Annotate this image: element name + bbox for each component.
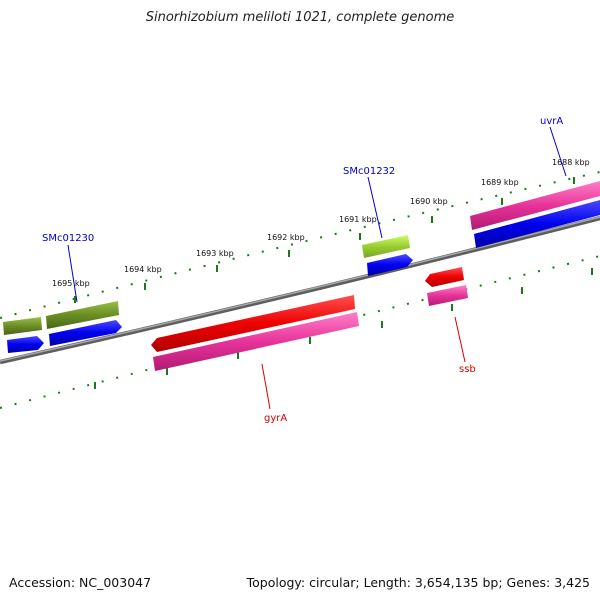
gene-blue-left[interactable] bbox=[7, 336, 44, 353]
outer-ruler-track bbox=[0, 171, 600, 319]
gene-pink-uvra[interactable] bbox=[470, 181, 600, 230]
gene-blue-uvra[interactable] bbox=[474, 200, 600, 248]
gene-red-gyra[interactable] bbox=[151, 295, 355, 352]
tick-label-1693: 1693 kbp bbox=[196, 249, 234, 258]
accession-text: Accession: NC_003047 bbox=[9, 575, 152, 590]
tick-label-1688: 1688 kbp bbox=[552, 158, 590, 167]
tick-label-1694: 1694 kbp bbox=[124, 265, 162, 274]
gene-olive-smc01230[interactable] bbox=[46, 301, 119, 329]
label-uvra: uvrA bbox=[540, 116, 563, 127]
inner-major-ticks bbox=[94, 268, 593, 389]
tick-label-1690: 1690 kbp bbox=[410, 197, 448, 206]
tick-label-1691: 1691 kbp bbox=[339, 215, 377, 224]
gene-blue-smc01232[interactable] bbox=[367, 254, 413, 276]
leader-smc01232 bbox=[367, 176, 383, 239]
major-ticks bbox=[74, 177, 575, 303]
label-smc01232: SMc01232 bbox=[343, 166, 395, 177]
gene-olive-left[interactable] bbox=[3, 317, 42, 335]
gene-pink-gyra[interactable] bbox=[153, 312, 359, 371]
label-smc01230: SMc01230 bbox=[42, 233, 94, 244]
gene-pink-ssb[interactable] bbox=[427, 285, 468, 306]
map-title: Sinorhizobium meliloti 1021, complete ge… bbox=[145, 10, 455, 25]
tick-label-1689: 1689 kbp bbox=[481, 178, 519, 187]
label-ssb: ssb bbox=[459, 364, 476, 375]
genome-backbone bbox=[0, 215, 600, 365]
gene-lime-smc01232[interactable] bbox=[362, 235, 410, 258]
genome-backbone-highlight bbox=[0, 216, 600, 362]
gene-blue-smc01230[interactable] bbox=[49, 320, 122, 346]
gene-red-ssb[interactable] bbox=[425, 267, 464, 287]
leader-ssb bbox=[454, 316, 466, 363]
tick-label-1692: 1692 kbp bbox=[267, 233, 305, 242]
leader-gyra bbox=[261, 363, 271, 410]
label-gyra: gyrA bbox=[264, 413, 287, 424]
leader-uvra bbox=[549, 126, 567, 177]
genome-summary-text: Topology: circular; Length: 3,654,135 bp… bbox=[246, 575, 590, 590]
leader-smc01230 bbox=[67, 244, 78, 303]
tick-label-1695: 1695 kbp bbox=[52, 279, 90, 288]
